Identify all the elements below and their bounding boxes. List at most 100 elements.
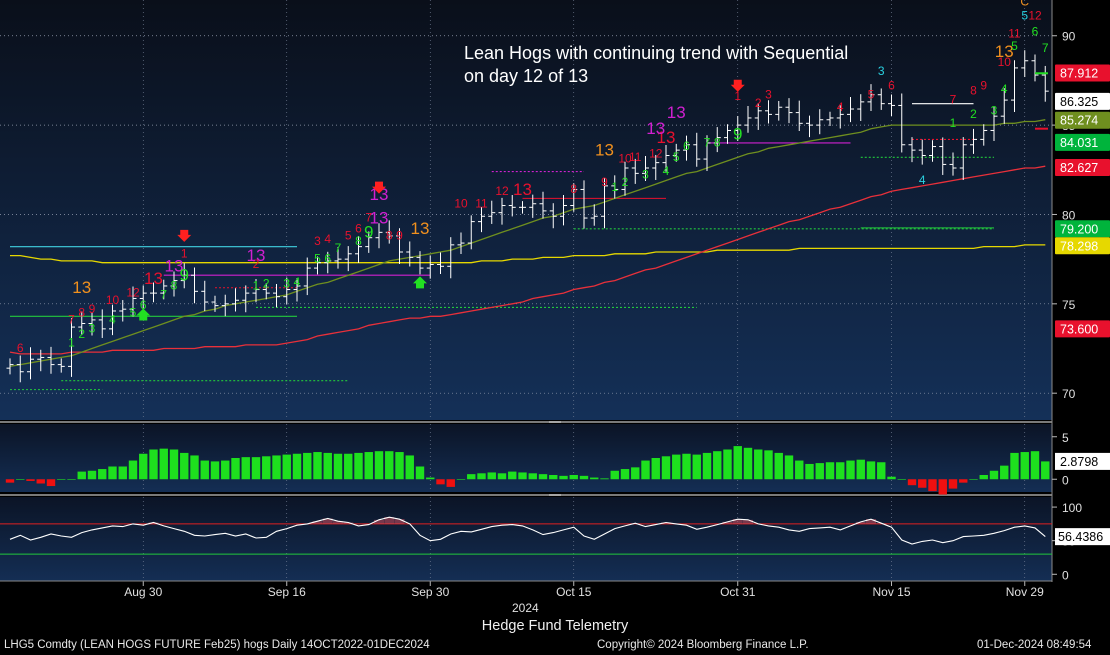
moving-average-line <box>9 165 1046 355</box>
momentum-bar <box>395 452 404 480</box>
source-label: Hedge Fund Telemetry <box>481 618 629 634</box>
price-bar <box>426 255 434 279</box>
last-value-tag <box>1055 320 1110 338</box>
momentum-bar <box>651 458 660 480</box>
sequential-count-label: 13 <box>667 103 686 122</box>
last-value-tag-label: 73.600 <box>1060 322 1098 336</box>
momentum-bar <box>446 479 455 487</box>
sequential-count-label: 7 <box>1042 41 1049 55</box>
momentum-bar <box>221 460 230 480</box>
price-bar <box>847 97 854 123</box>
price-bar <box>703 135 711 172</box>
price-bar <box>221 294 229 317</box>
price-bar <box>888 94 895 116</box>
sequential-count-label: 10 <box>454 196 468 210</box>
price-bar <box>334 247 342 269</box>
momentum-bar <box>139 453 148 480</box>
price-bar <box>1041 65 1049 102</box>
price-bar <box>816 109 824 135</box>
price-bar <box>406 241 414 267</box>
sequential-count-label: 9 <box>601 175 608 189</box>
price-bar <box>508 194 516 217</box>
oscillator-panel: 05010056.4386 <box>0 501 1110 582</box>
sequential-count-label: 13 <box>144 269 163 288</box>
sequential-count-label: 7 <box>704 136 711 150</box>
momentum-bar <box>641 460 650 480</box>
sequential-count-label: 7 <box>950 93 957 107</box>
momentum-bar <box>67 479 76 480</box>
price-bar <box>601 178 608 229</box>
price-bar <box>1011 60 1018 113</box>
sequential-count-label: 3 <box>991 103 998 117</box>
price-bar <box>795 100 803 132</box>
momentum-bar <box>487 472 496 480</box>
momentum-bar <box>733 446 742 480</box>
momentum-bar <box>272 455 281 480</box>
price-bar <box>324 251 332 274</box>
momentum-bar <box>251 457 261 480</box>
price-bar <box>488 200 496 224</box>
momentum-bar <box>1030 451 1040 480</box>
sequential-count-label: 1 <box>950 116 957 130</box>
price-bar <box>857 94 865 121</box>
sequential-count-label: 4 <box>1001 82 1008 96</box>
price-bar <box>88 312 96 336</box>
time-axis-tick-label: Oct 31 <box>720 585 756 599</box>
momentum-bar <box>180 452 189 480</box>
price-bar <box>78 311 86 335</box>
sequential-count-label: 9 <box>733 124 742 143</box>
price-bar <box>1021 50 1029 78</box>
momentum-bar <box>456 479 466 480</box>
last-value-tag-label: 82.627 <box>1060 161 1098 175</box>
last-value-tag <box>1055 64 1110 82</box>
sequential-count-label: 7 <box>335 241 342 255</box>
oscillator-last-tag-label: 56.4386 <box>1058 530 1103 544</box>
momentum-bar <box>815 463 824 480</box>
price-bar <box>529 194 537 218</box>
sequential-count-label: 8 <box>714 136 721 150</box>
sequential-count-label: 10 <box>618 152 632 166</box>
price-bar <box>416 251 424 275</box>
momentum-bar <box>805 463 814 480</box>
momentum-bar <box>262 456 271 480</box>
sequential-count-label: 4 <box>837 100 844 114</box>
last-value-tag <box>1055 111 1110 129</box>
last-value-tag <box>1055 133 1110 151</box>
price-bar <box>139 285 147 311</box>
price-bar <box>765 100 772 124</box>
price-bar <box>918 139 926 165</box>
sequential-count-label: 2 <box>970 107 977 121</box>
sequential-count-label: 2 <box>253 257 260 271</box>
sequential-count-label: 3 <box>878 64 885 78</box>
momentum-bar <box>948 479 958 489</box>
price-bar <box>724 124 731 144</box>
price-bar <box>611 175 619 199</box>
momentum-panel: 0 5 2.8798 <box>5 431 1110 495</box>
price-bar <box>365 231 373 253</box>
sequential-count-label: 2 <box>263 277 270 291</box>
price-bar <box>109 304 116 336</box>
price-bar <box>314 256 321 275</box>
sequential-count-label: 12 <box>1028 9 1042 23</box>
momentum-bar <box>723 449 732 480</box>
price-axis-tick-label: 90 <box>1062 30 1076 44</box>
momentum-bar <box>1010 452 1019 480</box>
momentum-bar <box>631 467 640 480</box>
price-bar <box>47 346 55 374</box>
price-bar <box>498 197 506 225</box>
momentum-bar <box>323 452 332 480</box>
price-bar <box>693 132 701 167</box>
price-bar <box>447 237 455 279</box>
momentum-bar <box>661 456 671 480</box>
momentum-bar <box>477 473 486 480</box>
sequential-count-label: 5 <box>868 87 875 101</box>
momentum-bar <box>374 451 384 480</box>
sequential-count-label: 4 <box>109 312 116 326</box>
price-bar <box>37 349 45 372</box>
momentum-bar <box>559 475 568 480</box>
price-bar <box>549 203 557 229</box>
sequential-count-label: 8 <box>970 84 977 98</box>
price-bar <box>990 107 998 142</box>
momentum-bar <box>77 471 86 480</box>
price-bar <box>129 286 137 317</box>
